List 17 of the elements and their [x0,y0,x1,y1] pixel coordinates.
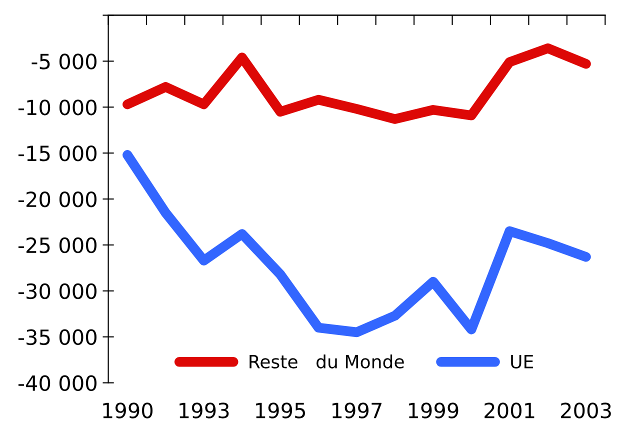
y-tick-label: -20 000 [18,191,96,208]
y-tick-label: -10 000 [18,100,96,116]
x-tick-label: 1999 [408,402,458,418]
legend-label: Reste du Monde [250,354,404,368]
x-tick-label: 1993 [180,402,229,418]
y-tick-label: -5 000 [32,54,96,70]
x-tick-label: 2001 [484,402,534,418]
x-tick-label: 1997 [332,402,382,418]
y-tick-label: -35 000 [18,329,96,346]
y-tick-label: -40 000 [18,375,96,392]
x-tick-label: 2003 [561,402,611,418]
x-tick-label: 1995 [256,402,305,418]
y-tick-label: -25 000 [18,237,96,254]
x-tick-label: 1990 [103,402,153,418]
y-tick-label: -30 000 [18,283,96,300]
legend-label: UE [511,355,534,368]
y-tick-label: -15 000 [18,146,96,162]
